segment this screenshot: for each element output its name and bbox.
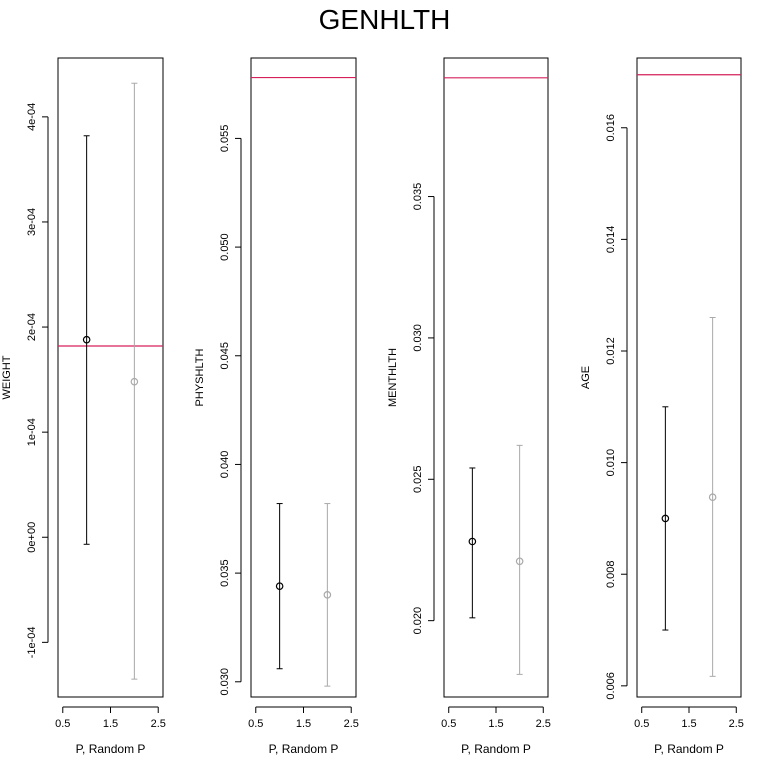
x-tick-label: 0.5 xyxy=(634,718,649,730)
x-tick-label: 2.5 xyxy=(344,718,359,730)
y-tick-label: 1e-04 xyxy=(26,418,38,446)
y-tick-label: 0e+00 xyxy=(26,522,38,553)
y-tick-label: 0.014 xyxy=(605,226,617,254)
y-tick-label: 0.030 xyxy=(219,668,231,696)
plot-frame xyxy=(57,57,164,698)
x-tick-label: 1.5 xyxy=(296,718,311,730)
y-axis-label: WEIGHT xyxy=(1,355,13,399)
panel-1: -1e-04 0e+00 1e-04 2e-04 3e-04 4e-04 WEIGHT 0.5… xyxy=(1,57,166,756)
y-tick-label: 0.055 xyxy=(219,125,231,153)
y-tick-label: 0.035 xyxy=(219,559,231,587)
plot-frame xyxy=(636,57,742,698)
y-axis-label: MENTHLTH xyxy=(387,348,399,407)
point-random-p xyxy=(708,493,717,502)
x-tick-label: 1.5 xyxy=(103,718,118,730)
x-axis-label: P, Random P xyxy=(654,742,724,756)
x-axis-label: P, Random P xyxy=(461,742,531,756)
y-tick-label: 0.012 xyxy=(605,337,617,365)
x-tick-label: 1.5 xyxy=(681,718,696,730)
y-tick-label: 0.020 xyxy=(412,607,424,635)
x-tick-label: 0.5 xyxy=(441,718,456,730)
x-tick-label: 1.5 xyxy=(488,718,503,730)
point-random-p xyxy=(130,377,139,386)
x-axis-label: P, Random P xyxy=(269,742,339,756)
plot-frame xyxy=(250,57,357,698)
y-tick-label: -1e-04 xyxy=(26,626,38,658)
x-tick-label: 2.5 xyxy=(151,718,166,730)
panel-2: 0.030 0.035 0.040 0.045 0.050 0.055 PHYSHLTH 0.… xyxy=(194,57,359,756)
panel-3: 0.020 0.025 0.030 0.035 MENTHLTH 0.5 1.5 2.5 P, … xyxy=(387,57,551,756)
y-tick-label: 0.030 xyxy=(412,324,424,352)
y-tick-label: 0.006 xyxy=(605,672,617,700)
y-axis-label: AGE xyxy=(580,366,592,389)
x-axis-label: P, Random P xyxy=(76,742,146,756)
point-p xyxy=(661,514,670,523)
panel-4: 0.006 0.008 0.010 0.012 0.014 0.016 AGE 0.5 1.5 2… xyxy=(580,57,744,756)
y-tick-label: 0.040 xyxy=(219,451,231,479)
x-tick-label: 2.5 xyxy=(536,718,551,730)
y-tick-label: 0.025 xyxy=(412,466,424,494)
y-tick-label: 0.008 xyxy=(605,560,617,588)
point-random-p xyxy=(515,557,524,566)
y-tick-label: 0.045 xyxy=(219,342,231,370)
x-tick-label: 2.5 xyxy=(729,718,744,730)
plot-frame xyxy=(443,57,549,698)
chart-title: GENHLTH xyxy=(318,4,451,35)
point-p xyxy=(82,335,91,344)
x-tick-label: 0.5 xyxy=(55,718,70,730)
point-p xyxy=(468,537,477,546)
y-tick-label: 0.035 xyxy=(412,183,424,211)
y-tick-label: 3e-04 xyxy=(26,208,38,236)
point-random-p xyxy=(323,591,332,599)
y-tick-label: 0.010 xyxy=(605,449,617,477)
point-p xyxy=(275,582,284,590)
y-axis-label: PHYSHLTH xyxy=(194,349,206,407)
y-tick-label: 2e-04 xyxy=(26,313,38,341)
y-tick-label: 4e-04 xyxy=(26,103,38,131)
x-tick-label: 0.5 xyxy=(248,718,263,730)
y-tick-label: 0.050 xyxy=(219,233,231,261)
y-tick-label: 0.016 xyxy=(605,114,617,142)
